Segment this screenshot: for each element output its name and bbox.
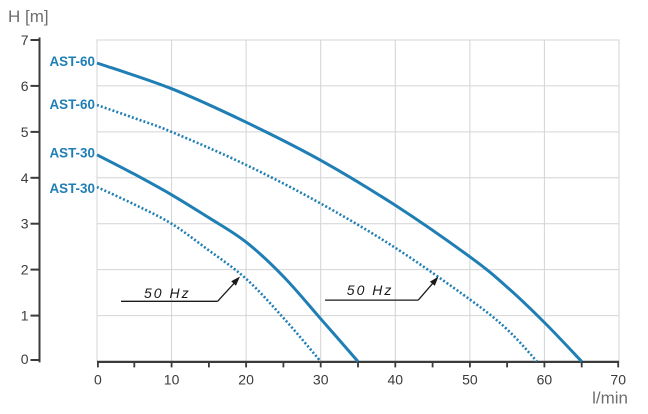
svg-text:50 Hz: 50 Hz — [347, 282, 394, 298]
svg-text:50 Hz: 50 Hz — [144, 285, 191, 301]
svg-text:AST-60: AST-60 — [50, 54, 95, 69]
svg-text:AST-30: AST-30 — [50, 145, 95, 160]
svg-text:70: 70 — [610, 372, 626, 388]
svg-text:l/min: l/min — [592, 389, 628, 408]
svg-text:20: 20 — [238, 372, 254, 388]
svg-text:2: 2 — [21, 262, 29, 278]
svg-text:AST-60: AST-60 — [50, 97, 95, 112]
svg-text:3: 3 — [21, 216, 29, 232]
svg-text:6: 6 — [21, 78, 29, 94]
svg-text:0: 0 — [21, 351, 29, 367]
svg-text:H [m]: H [m] — [8, 7, 49, 26]
svg-text:7: 7 — [21, 32, 29, 48]
svg-text:4: 4 — [21, 170, 29, 186]
svg-text:0: 0 — [94, 372, 102, 388]
svg-text:40: 40 — [388, 372, 404, 388]
svg-text:60: 60 — [537, 372, 553, 388]
svg-text:1: 1 — [21, 308, 29, 324]
svg-text:AST-30: AST-30 — [50, 181, 95, 196]
svg-text:50: 50 — [462, 372, 478, 388]
svg-text:30: 30 — [313, 372, 329, 388]
svg-text:5: 5 — [21, 124, 29, 140]
svg-text:10: 10 — [164, 372, 180, 388]
